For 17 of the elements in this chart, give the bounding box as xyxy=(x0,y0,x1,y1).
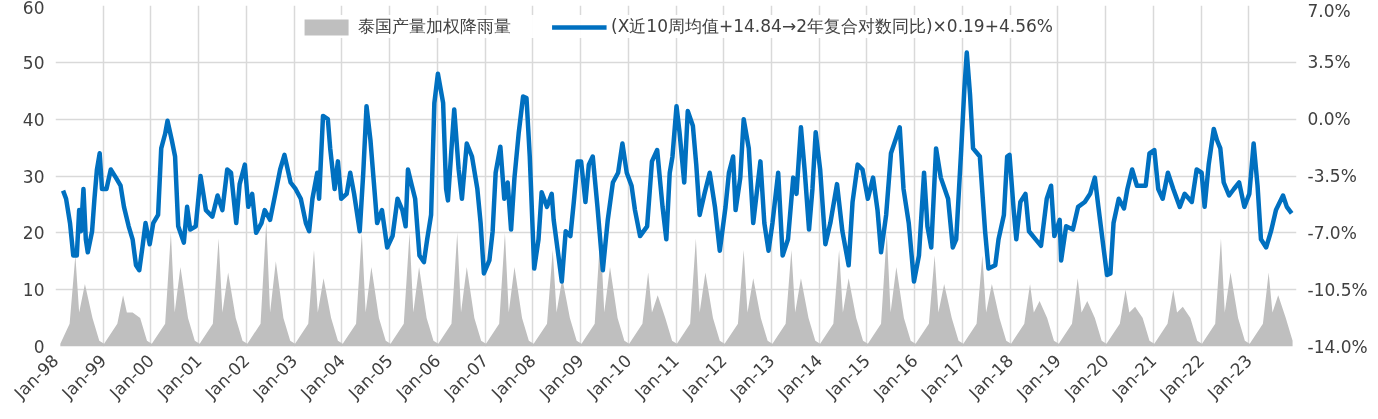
legend-label: 泰国产量加权降雨量 xyxy=(358,15,512,38)
y2-tick-label: 0.0% xyxy=(1307,109,1351,130)
y-tick-label: 0 xyxy=(33,337,45,357)
y2-tick-label: 3.5% xyxy=(1307,52,1351,73)
y2-tick-label: -10.5% xyxy=(1307,279,1368,300)
y-tick-label: 10 xyxy=(22,280,45,301)
y2-tick-label: -7.0% xyxy=(1307,222,1357,243)
line-series xyxy=(60,50,1294,284)
y-tick-label: 20 xyxy=(22,223,45,244)
y2-tick-label: 7.0% xyxy=(1307,0,1351,21)
legend-label: (X近10周均值+14.84→2年复合对数同比)×0.19+4.56% xyxy=(611,15,1053,38)
y2-tick-label: -14.0% xyxy=(1307,336,1368,357)
y-tick-label: 40 xyxy=(22,109,45,130)
y-tick-label: 60 xyxy=(22,0,45,18)
y2-tick-label: -3.5% xyxy=(1307,166,1357,186)
y-tick-label: 50 xyxy=(22,52,45,73)
y-tick-label: 30 xyxy=(22,166,45,187)
